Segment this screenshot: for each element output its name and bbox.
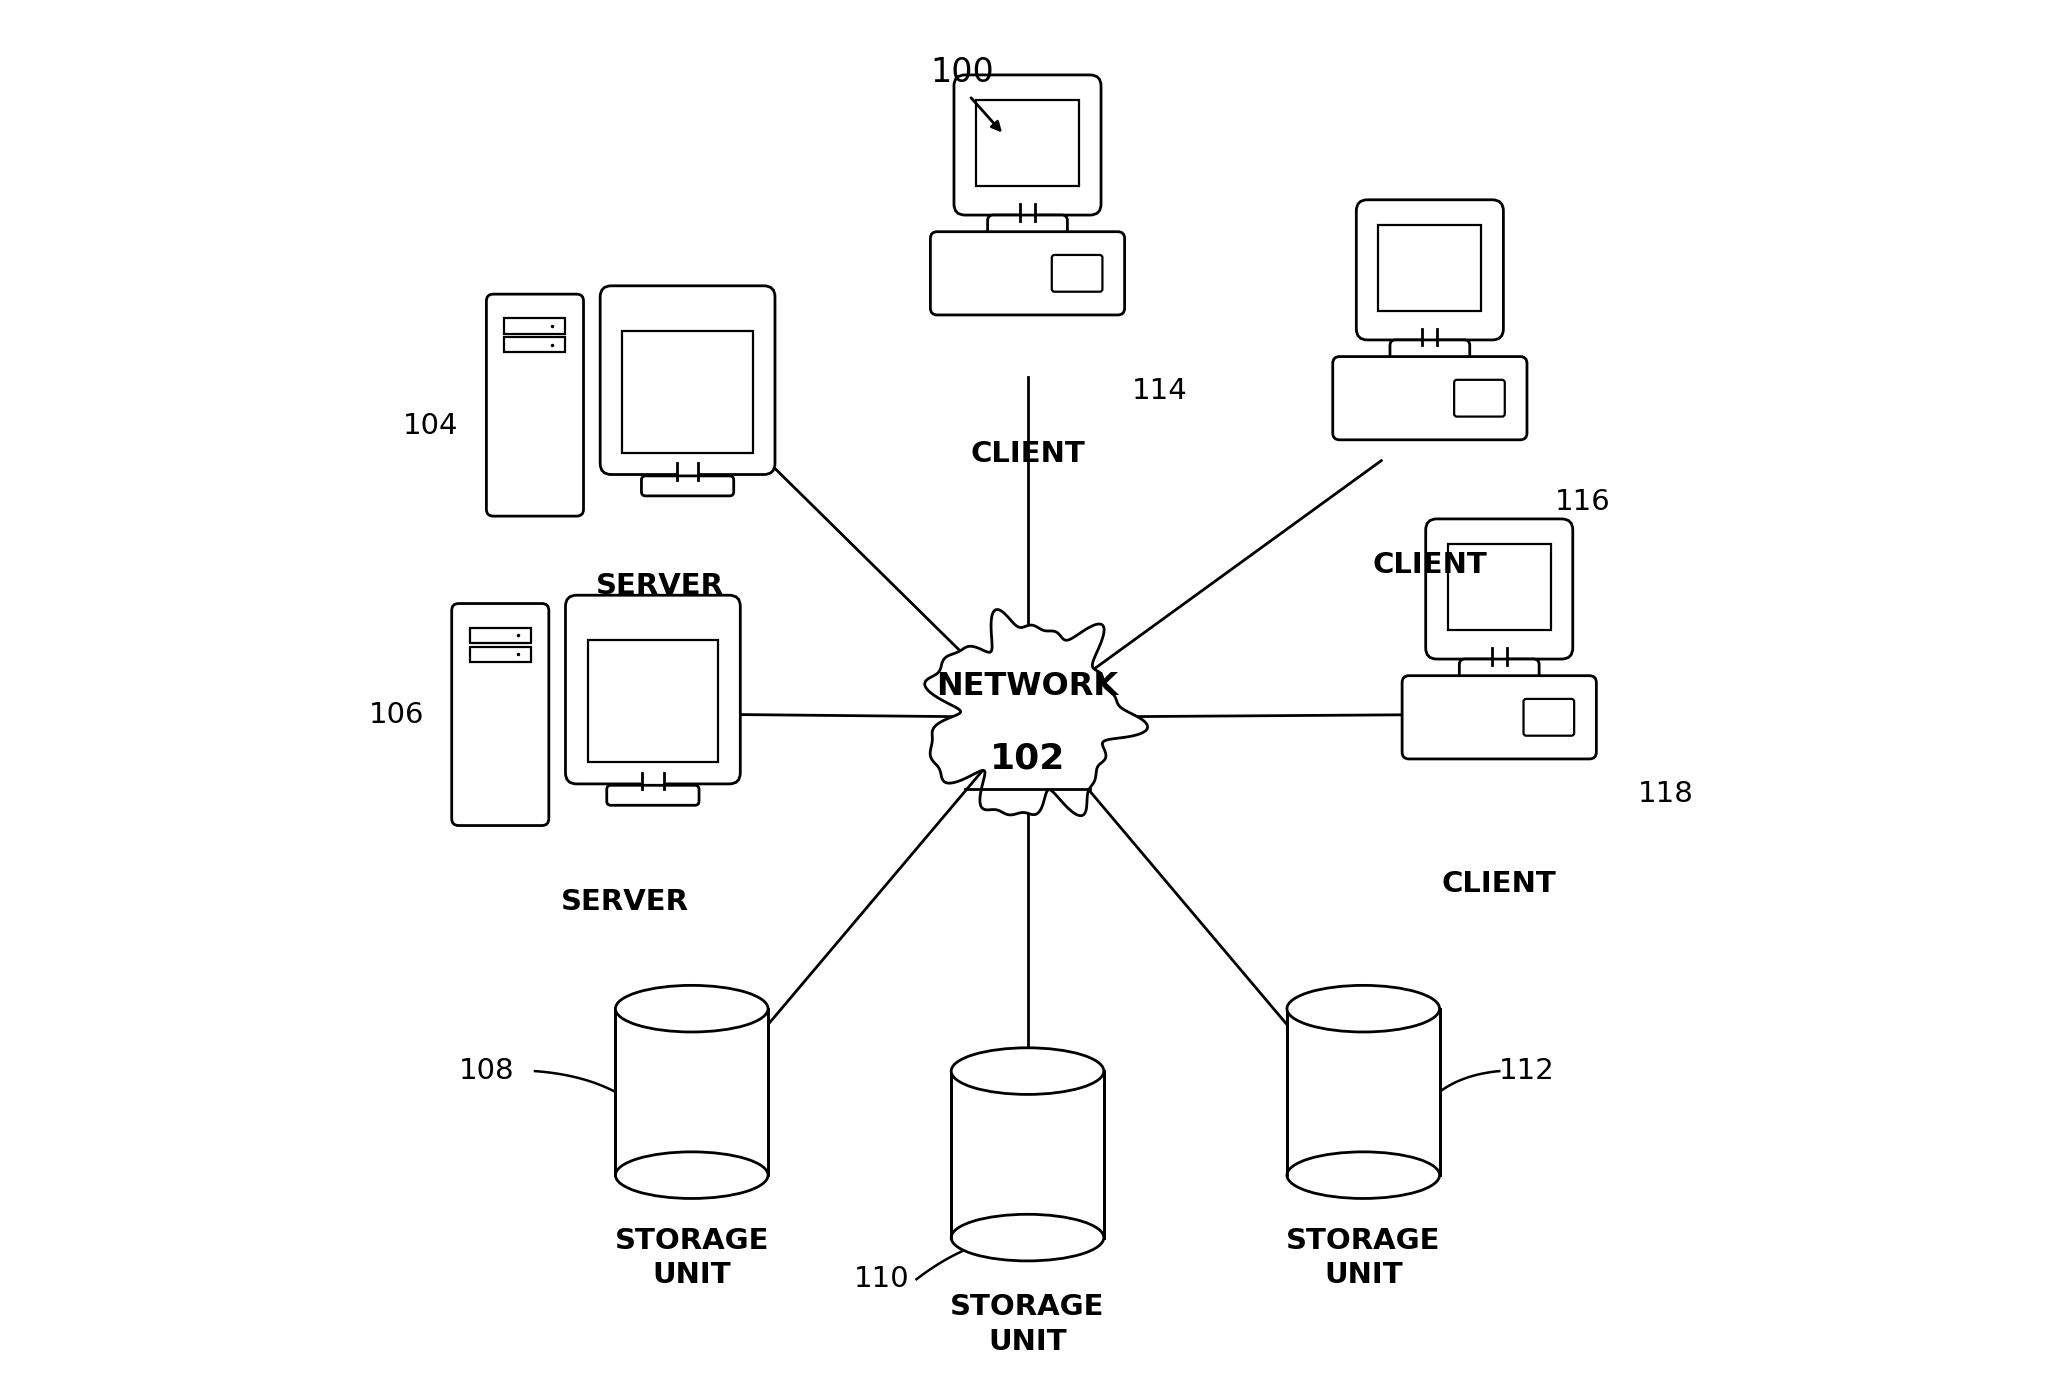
FancyBboxPatch shape xyxy=(1449,543,1552,630)
FancyBboxPatch shape xyxy=(1426,520,1572,659)
Text: SERVER: SERVER xyxy=(596,571,723,599)
Text: 108: 108 xyxy=(458,1057,514,1085)
FancyBboxPatch shape xyxy=(1455,380,1504,417)
FancyBboxPatch shape xyxy=(487,294,584,517)
Polygon shape xyxy=(676,464,699,481)
FancyBboxPatch shape xyxy=(988,215,1067,237)
Polygon shape xyxy=(1422,329,1436,345)
FancyBboxPatch shape xyxy=(588,641,719,762)
FancyBboxPatch shape xyxy=(452,603,549,826)
FancyBboxPatch shape xyxy=(471,628,530,644)
Text: STORAGE
UNIT: STORAGE UNIT xyxy=(614,1226,769,1289)
FancyBboxPatch shape xyxy=(565,595,740,784)
Polygon shape xyxy=(643,773,664,790)
Text: 106: 106 xyxy=(368,701,423,729)
FancyBboxPatch shape xyxy=(1356,199,1504,340)
Text: 110: 110 xyxy=(855,1265,910,1293)
Polygon shape xyxy=(1286,1009,1441,1176)
FancyBboxPatch shape xyxy=(503,337,565,352)
Text: SERVER: SERVER xyxy=(561,887,688,917)
Ellipse shape xyxy=(951,1215,1104,1261)
Ellipse shape xyxy=(614,985,769,1032)
FancyBboxPatch shape xyxy=(606,786,699,805)
FancyBboxPatch shape xyxy=(976,100,1079,185)
Text: 114: 114 xyxy=(1132,378,1188,405)
Polygon shape xyxy=(614,1009,769,1176)
Polygon shape xyxy=(1019,203,1036,220)
Text: 104: 104 xyxy=(403,412,458,440)
Text: CLIENT: CLIENT xyxy=(1373,550,1488,579)
Text: CLIENT: CLIENT xyxy=(970,440,1085,468)
FancyBboxPatch shape xyxy=(1523,699,1574,736)
FancyBboxPatch shape xyxy=(1052,255,1101,291)
Text: 116: 116 xyxy=(1556,489,1611,517)
FancyBboxPatch shape xyxy=(1402,676,1597,759)
FancyBboxPatch shape xyxy=(623,330,752,453)
FancyBboxPatch shape xyxy=(600,286,775,475)
Text: STORAGE
UNIT: STORAGE UNIT xyxy=(949,1293,1106,1355)
Text: STORAGE
UNIT: STORAGE UNIT xyxy=(1286,1226,1441,1289)
Polygon shape xyxy=(951,1071,1104,1237)
Polygon shape xyxy=(1492,648,1506,664)
Text: 112: 112 xyxy=(1498,1057,1556,1085)
FancyBboxPatch shape xyxy=(1459,659,1539,681)
Text: 100: 100 xyxy=(931,56,995,89)
Text: NETWORK: NETWORK xyxy=(937,671,1118,702)
Text: 102: 102 xyxy=(991,742,1064,776)
Ellipse shape xyxy=(614,1152,769,1198)
FancyBboxPatch shape xyxy=(1389,340,1469,362)
Ellipse shape xyxy=(1286,1152,1441,1198)
FancyBboxPatch shape xyxy=(931,231,1124,315)
FancyBboxPatch shape xyxy=(641,476,734,496)
FancyBboxPatch shape xyxy=(1379,224,1482,311)
FancyBboxPatch shape xyxy=(503,319,565,334)
Ellipse shape xyxy=(951,1048,1104,1095)
FancyBboxPatch shape xyxy=(1334,357,1527,440)
Text: 118: 118 xyxy=(1638,780,1693,808)
FancyBboxPatch shape xyxy=(954,75,1101,215)
Ellipse shape xyxy=(1286,985,1441,1032)
FancyBboxPatch shape xyxy=(471,646,530,662)
Polygon shape xyxy=(925,610,1147,816)
Text: CLIENT: CLIENT xyxy=(1443,871,1556,898)
